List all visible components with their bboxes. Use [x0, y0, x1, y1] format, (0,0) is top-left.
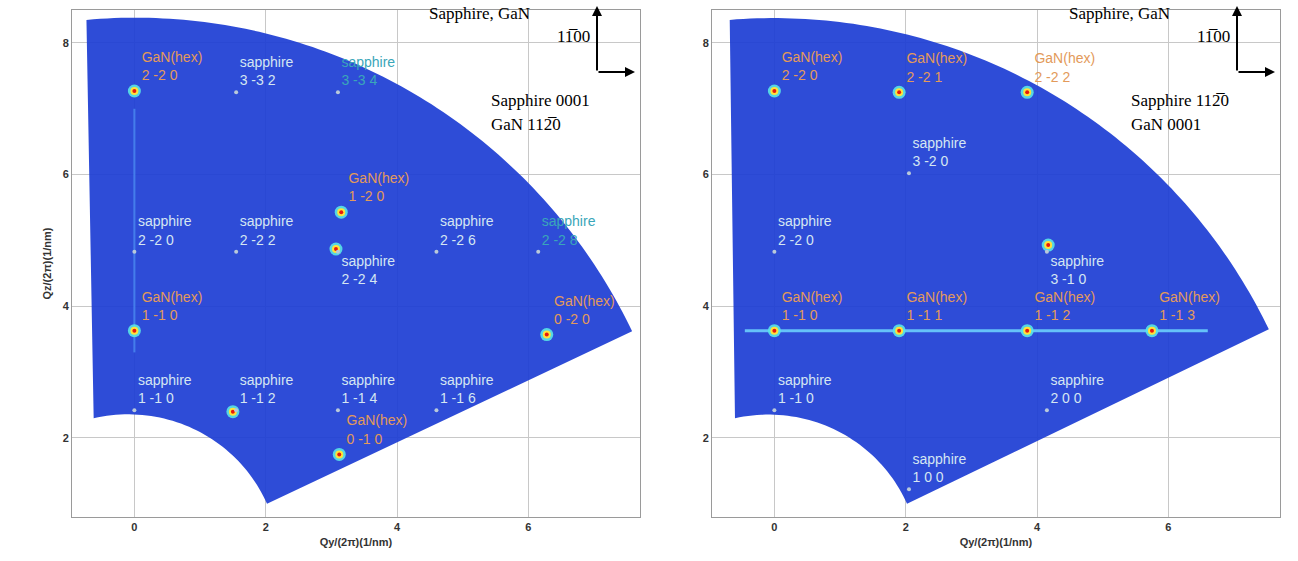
svg-text:sapphire3 -3 2: sapphire3 -3 2 [240, 54, 294, 88]
svg-text:8: 8 [63, 37, 69, 49]
svg-text:sapphire1 -1 4: sapphire1 -1 4 [341, 372, 395, 406]
svg-text:6: 6 [63, 168, 69, 180]
svg-text:GaN 0001: GaN 0001 [1131, 115, 1201, 134]
svg-text:GaN(hex)2 -2 0: GaN(hex)2 -2 0 [782, 49, 843, 83]
svg-text:Sapphire 0001: Sapphire 0001 [491, 91, 590, 110]
svg-text:Sapphire, GaN: Sapphire, GaN [429, 4, 530, 23]
svg-text:sapphire1 0 0: sapphire1 0 0 [912, 451, 966, 485]
svg-text:2: 2 [703, 432, 709, 444]
svg-text:sapphire2 -2 8: sapphire2 -2 8 [542, 213, 596, 247]
svg-text:sapphire2 -2 0: sapphire2 -2 0 [138, 213, 192, 247]
svg-text:0: 0 [771, 521, 777, 533]
svg-text:Sapphire, GaN: Sapphire, GaN [1069, 4, 1170, 23]
svg-text:GaN(hex)0 -1 0: GaN(hex)0 -1 0 [347, 413, 408, 447]
svg-text:sapphire2 -2 0: sapphire2 -2 0 [778, 213, 832, 247]
svg-text:GaN(hex)2 -2 0: GaN(hex)2 -2 0 [142, 49, 203, 83]
svg-text:sapphire3 -3 4: sapphire3 -3 4 [341, 54, 395, 88]
svg-text:GaN(hex)2 -2 2: GaN(hex)2 -2 2 [1034, 50, 1095, 84]
svg-text:11̅00: 11̅00 [1197, 27, 1230, 46]
svg-text:11̅00: 11̅00 [557, 27, 590, 46]
svg-text:sapphire1 -1 6: sapphire1 -1 6 [440, 372, 494, 406]
svg-text:GaN(hex)1 -1 3: GaN(hex)1 -1 3 [1159, 289, 1220, 323]
svg-text:GaN(hex)1 -1 2: GaN(hex)1 -1 2 [1034, 289, 1095, 323]
svg-text:sapphire3 -1 0: sapphire3 -1 0 [1050, 253, 1104, 287]
svg-text:2: 2 [263, 521, 269, 533]
svg-text:sapphire2 -2 4: sapphire2 -2 4 [341, 253, 395, 287]
svg-text:GaN(hex)0 -2 0: GaN(hex)0 -2 0 [554, 293, 615, 327]
svg-text:GaN(hex)2 -2 1: GaN(hex)2 -2 1 [906, 50, 967, 84]
svg-text:sapphire2 -2 6: sapphire2 -2 6 [440, 213, 494, 247]
svg-text:Qz/(2π)(1/nm): Qz/(2π)(1/nm) [41, 227, 53, 299]
svg-text:sapphire1 -1 0: sapphire1 -1 0 [138, 372, 192, 406]
svg-text:sapphire2 0 0: sapphire2 0 0 [1050, 372, 1104, 406]
svg-text:2: 2 [63, 432, 69, 444]
svg-text:sapphire2 -2 2: sapphire2 -2 2 [240, 213, 294, 247]
svg-text:4: 4 [1034, 521, 1041, 533]
svg-text:2: 2 [903, 521, 909, 533]
svg-text:GaN(hex)1 -1 0: GaN(hex)1 -1 0 [782, 289, 843, 323]
svg-text:Qy/(2π)(1/nm): Qy/(2π)(1/nm) [320, 536, 393, 548]
svg-text:8: 8 [703, 37, 709, 49]
svg-text:sapphire3 -2 0: sapphire3 -2 0 [912, 135, 966, 169]
svg-text:4: 4 [394, 521, 401, 533]
svg-text:0: 0 [131, 521, 137, 533]
svg-text:Qy/(2π)(1/nm): Qy/(2π)(1/nm) [960, 536, 1033, 548]
svg-text:4: 4 [63, 300, 70, 312]
svg-text:6: 6 [525, 521, 531, 533]
svg-text:6: 6 [703, 168, 709, 180]
svg-text:4: 4 [703, 300, 710, 312]
svg-text:GaN(hex)1 -2 0: GaN(hex)1 -2 0 [348, 170, 409, 204]
svg-text:GaN 112̅0: GaN 112̅0 [491, 115, 561, 134]
svg-text:Sapphire 112̅0: Sapphire 112̅0 [1131, 91, 1229, 110]
svg-text:sapphire1 -1 0: sapphire1 -1 0 [778, 372, 832, 406]
svg-text:sapphire1 -1 2: sapphire1 -1 2 [240, 372, 294, 406]
svg-text:6: 6 [1165, 521, 1171, 533]
svg-text:GaN(hex)1 -1 0: GaN(hex)1 -1 0 [142, 289, 203, 323]
svg-text:GaN(hex)1 -1 1: GaN(hex)1 -1 1 [906, 289, 967, 323]
